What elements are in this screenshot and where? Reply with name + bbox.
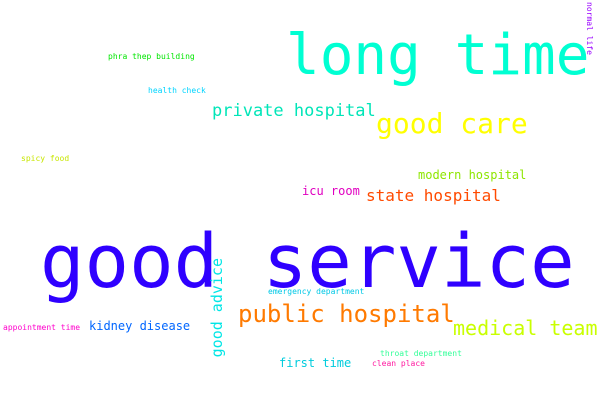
word-spicy-food: spicy food bbox=[21, 154, 70, 163]
word-public-hospital: public hospital bbox=[238, 300, 455, 328]
word-emergency-department: emergency department bbox=[268, 287, 365, 296]
word-long-time: long time bbox=[286, 23, 590, 88]
word-kidney-disease: kidney disease bbox=[89, 319, 191, 333]
word-throat-department: throat department bbox=[380, 349, 462, 358]
word-good-care: good care bbox=[376, 107, 528, 140]
word-private-hospital: private hospital bbox=[212, 101, 376, 121]
word-health-check: health check bbox=[148, 86, 206, 95]
word-good-advice: good advice bbox=[208, 258, 226, 358]
word-medical-team: medical team bbox=[453, 316, 598, 340]
word-icu-room: icu room bbox=[302, 184, 360, 198]
word-good-service: good service bbox=[40, 219, 575, 305]
word-state-hospital: state hospital bbox=[366, 186, 501, 205]
word-modern-hospital: modern hospital bbox=[418, 168, 527, 182]
word-clean-place: clean place bbox=[372, 359, 425, 368]
word-phra-thep-building: phra thep building bbox=[108, 52, 195, 61]
word-first-time: first time bbox=[279, 356, 352, 370]
word-normal-life: normal life bbox=[585, 2, 594, 55]
word-appointment-time: appointment time bbox=[3, 323, 81, 332]
